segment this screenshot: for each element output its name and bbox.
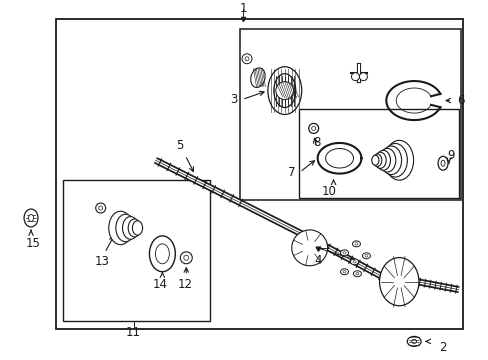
Bar: [298, 108, 458, 198]
Circle shape: [183, 255, 188, 260]
Ellipse shape: [352, 261, 355, 263]
Ellipse shape: [384, 140, 413, 180]
Bar: [63, 180, 210, 321]
Circle shape: [291, 230, 327, 266]
Text: 9: 9: [446, 149, 453, 162]
Ellipse shape: [379, 258, 418, 306]
Ellipse shape: [342, 270, 346, 273]
Ellipse shape: [24, 209, 38, 227]
Ellipse shape: [267, 67, 301, 114]
Circle shape: [311, 126, 315, 130]
Text: 3: 3: [230, 93, 238, 106]
Text: 14: 14: [153, 278, 167, 291]
Circle shape: [275, 82, 293, 100]
Text: 2: 2: [438, 341, 446, 354]
Ellipse shape: [132, 221, 142, 235]
Circle shape: [96, 203, 105, 213]
Ellipse shape: [250, 68, 264, 87]
Text: 1: 1: [239, 3, 246, 15]
Ellipse shape: [383, 144, 407, 177]
Ellipse shape: [28, 215, 34, 221]
Ellipse shape: [378, 148, 395, 172]
Text: 6: 6: [456, 94, 464, 107]
Text: 10: 10: [322, 185, 336, 198]
Ellipse shape: [354, 243, 357, 245]
Ellipse shape: [440, 160, 444, 166]
Ellipse shape: [437, 156, 447, 170]
Circle shape: [244, 57, 248, 61]
Ellipse shape: [352, 241, 360, 247]
Ellipse shape: [149, 236, 175, 272]
Text: 4: 4: [313, 254, 321, 267]
Ellipse shape: [375, 150, 390, 170]
Ellipse shape: [342, 252, 346, 254]
Text: 12: 12: [178, 278, 192, 291]
Ellipse shape: [411, 339, 416, 343]
Ellipse shape: [122, 217, 138, 239]
Ellipse shape: [108, 211, 132, 245]
Ellipse shape: [362, 253, 369, 259]
Text: 11: 11: [126, 327, 141, 339]
Text: 7: 7: [287, 166, 295, 179]
Ellipse shape: [380, 146, 401, 175]
Ellipse shape: [350, 259, 358, 265]
Ellipse shape: [273, 74, 295, 108]
Circle shape: [351, 73, 359, 81]
Ellipse shape: [372, 154, 381, 166]
Text: 13: 13: [94, 255, 109, 268]
Circle shape: [99, 206, 102, 210]
Ellipse shape: [155, 244, 169, 264]
Circle shape: [359, 73, 366, 81]
Ellipse shape: [128, 219, 141, 237]
Text: 5: 5: [176, 139, 183, 152]
Ellipse shape: [340, 250, 348, 256]
Ellipse shape: [364, 255, 367, 257]
Ellipse shape: [340, 269, 348, 275]
Ellipse shape: [353, 271, 361, 277]
Bar: [56, 19, 462, 329]
Ellipse shape: [116, 214, 135, 242]
Circle shape: [242, 54, 251, 64]
Ellipse shape: [374, 152, 386, 168]
Ellipse shape: [371, 155, 378, 165]
Bar: [240, 29, 460, 200]
Text: 8: 8: [312, 136, 320, 149]
Ellipse shape: [407, 336, 420, 346]
Circle shape: [180, 252, 192, 264]
Ellipse shape: [355, 273, 358, 275]
Text: 15: 15: [25, 237, 41, 250]
Circle shape: [308, 123, 318, 134]
